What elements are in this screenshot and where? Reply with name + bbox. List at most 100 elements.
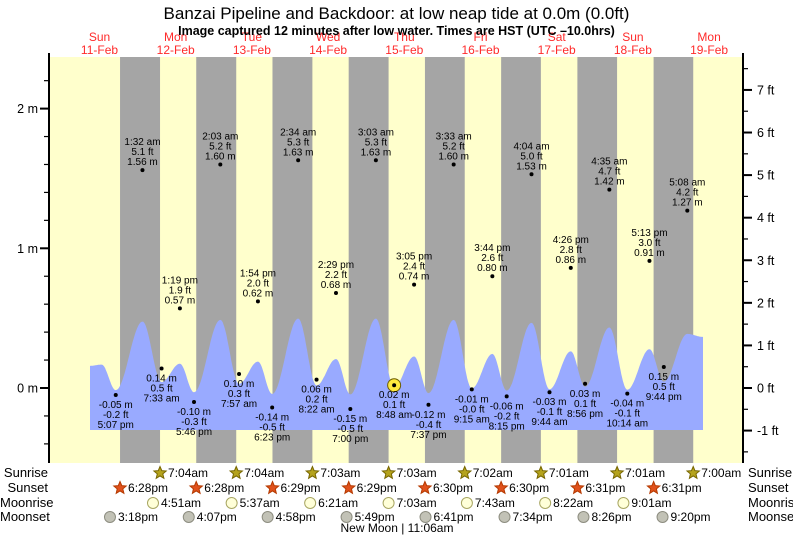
y-axis-label-ft: 6 ft (757, 126, 775, 140)
sunrise-icon (381, 465, 397, 480)
sunset-time: 6:31pm (585, 481, 625, 495)
tide-event-label: -0.01 m (455, 394, 489, 405)
sunset-time: 6:29pm (280, 481, 320, 495)
tide-event-label: 2.0 ft (247, 278, 269, 289)
tide-event-label: 0.62 m (243, 288, 274, 299)
tide-event-label: 0.86 m (555, 255, 586, 266)
day-label: 12-Feb (157, 43, 195, 57)
tide-curve-area (90, 318, 703, 430)
tide-event-label: 2.8 ft (560, 245, 582, 256)
moonrise-time: 5:37am (240, 496, 280, 510)
tide-event-dot (333, 291, 338, 296)
y-axis-label-ft: 5 ft (757, 169, 775, 183)
day-label: 11-Feb (81, 43, 118, 57)
tide-event-label: -0.1 ft (537, 407, 563, 418)
tide-event-dot (469, 387, 474, 392)
sunset-time: 6:30pm (509, 481, 549, 495)
tide-event-label: 1.63 m (283, 147, 314, 158)
tide-event-label: 7:37 pm (410, 430, 446, 441)
tide-event-label: 0.15 m (649, 372, 680, 383)
sunset-icon (112, 480, 128, 495)
tide-event-label: -0.2 ft (494, 411, 520, 422)
moonrise-row-label-right: Moonrise (748, 495, 793, 510)
tide-event-label: 1.60 m (205, 151, 236, 162)
y-axis-label-ft: 1 ft (757, 339, 775, 353)
tide-event-label: 5.2 ft (443, 141, 465, 152)
y-axis-label-ft: 0 ft (757, 382, 775, 396)
moonrise-time: 4:51am (161, 496, 201, 510)
moonset-time: 4:07pm (197, 510, 237, 524)
day-label: Tue (242, 30, 263, 44)
tide-event-label: 1:54 pm (240, 268, 276, 279)
tide-event-label: 3:44 pm (474, 243, 510, 254)
sunset-icon (417, 480, 433, 495)
sunrise-icon (152, 465, 168, 480)
sunset-time: 6:29pm (357, 481, 397, 495)
tide-event-label: 0.02 m (379, 390, 410, 401)
tide-event-label: 10:14 am (606, 419, 648, 430)
sunrise-row-label-right: Sunrise (748, 465, 793, 480)
tide-event-label: 2.4 ft (403, 262, 425, 273)
tide-event-label: 0.68 m (321, 280, 352, 291)
tide-event-label: 3:05 pm (396, 252, 432, 263)
tide-event-label: 2:29 pm (318, 260, 354, 271)
y-axis-label-m: 1 m (17, 242, 38, 256)
tide-event-label: -0.10 m (177, 407, 211, 418)
tide-event-label: 5.3 ft (365, 137, 387, 148)
sunrise-icon (457, 465, 473, 480)
tide-event-dot (529, 172, 534, 177)
moonset-time: 4:58pm (276, 510, 316, 524)
tide-event-dot (647, 258, 652, 263)
moonset-icon (656, 511, 669, 523)
tide-event-label: 3.0 ft (638, 238, 660, 249)
day-label: Sat (548, 30, 567, 44)
day-label: 18-Feb (614, 43, 652, 57)
moonrise-icon (460, 497, 473, 509)
sunrise-time: 7:01am (625, 466, 665, 480)
tide-event-label: 0.74 m (399, 272, 430, 283)
tide-event-label: 0.2 ft (305, 395, 327, 406)
tide-event-dot (490, 274, 495, 279)
sunset-icon (646, 480, 662, 495)
moonset-icon (261, 511, 274, 523)
tide-event-label: -0.5 ft (259, 423, 285, 434)
tide-event-label: -0.5 ft (338, 424, 364, 435)
sunset-icon (188, 480, 204, 495)
tide-event-label: 1:32 am (124, 137, 160, 148)
y-axis-label-ft: 7 ft (757, 83, 775, 97)
tide-event-dot (661, 365, 666, 370)
tide-event-label: 4.2 ft (676, 188, 698, 199)
y-axis-label-ft: 2 ft (757, 296, 775, 310)
y-axis-label-ft: -1 ft (757, 424, 779, 438)
tide-event-label: 3:33 am (436, 131, 472, 142)
page-subtitle: Image captured 12 minutes after low wate… (178, 24, 615, 38)
sunset-time: 6:28pm (128, 481, 168, 495)
tide-event-label: 8:56 pm (567, 409, 603, 420)
sunset-time: 6:31pm (662, 481, 702, 495)
tide-event-label: 1.27 m (672, 198, 703, 209)
sunrise-time: 7:04am (244, 466, 284, 480)
tide-event-label: 0.03 m (570, 389, 601, 400)
y-axis-label-m: 2 m (17, 102, 38, 116)
tide-event-label: 1:19 pm (162, 275, 198, 286)
tide-event-label: 7:33 am (144, 393, 180, 404)
tide-event-label: 5:07 pm (98, 420, 134, 431)
day-label: Thu (394, 30, 415, 44)
tide-event-label: -0.03 m (533, 397, 567, 408)
tide-event-label: 9:44 pm (646, 392, 682, 403)
tide-event-label: 0.5 ft (653, 382, 675, 393)
tide-event-label: 0.57 m (165, 295, 196, 306)
tide-event-label: -0.1 ft (615, 409, 641, 420)
moonset-time: 8:26pm (591, 510, 631, 524)
moonset-icon (182, 511, 195, 523)
tide-event-label: 5.3 ft (287, 137, 309, 148)
moonset-icon (340, 511, 353, 523)
tide-event-dot (607, 187, 612, 192)
sunrise-time: 7:03am (397, 466, 437, 480)
tide-event-dot (373, 158, 378, 163)
sunset-icon (493, 480, 509, 495)
sunset-icon (341, 480, 357, 495)
moonset-time: 5:49pm (355, 510, 395, 524)
day-label: 17-Feb (538, 43, 576, 57)
